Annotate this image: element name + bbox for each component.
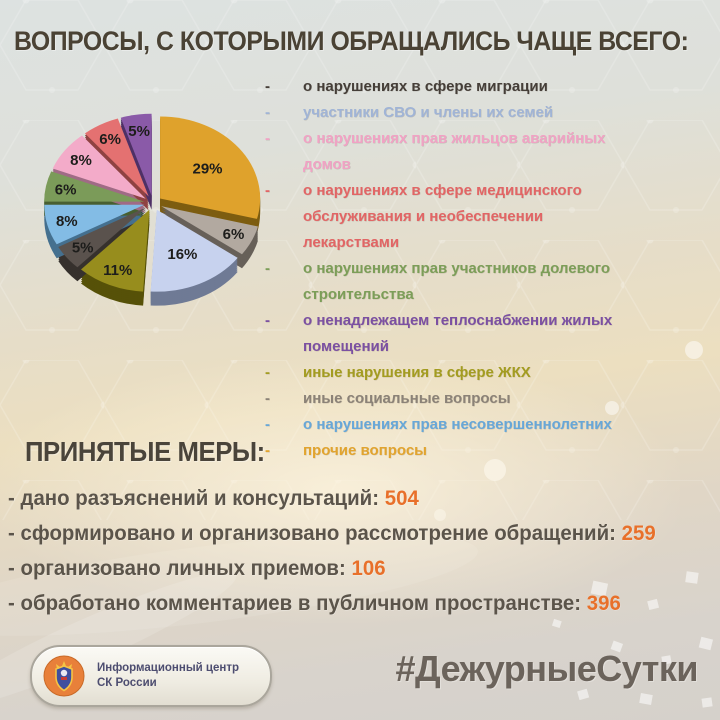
- legend-item-label: о нарушениях в сфере медицинского обслуж…: [303, 182, 582, 251]
- measure-item-label: - организовано личных приемов:: [8, 556, 346, 580]
- logo-badge: Информационный центр СК России: [30, 645, 272, 707]
- measure-item-label: - сформировано и организовано рассмотрен…: [8, 521, 616, 545]
- legend-bullet: -: [265, 416, 270, 433]
- logo-text: Информационный центр СК России: [97, 661, 239, 691]
- legend-item: - прочие вопросы: [265, 438, 665, 464]
- legend-bullet: -: [265, 312, 270, 329]
- legend-item-label: о нарушениях прав несовершеннолетних: [303, 416, 612, 433]
- measure-item-value: 106: [351, 556, 386, 580]
- pie-slice-label: 5%: [72, 240, 94, 257]
- pie-slice: [150, 209, 238, 292]
- pie-slices: [44, 113, 261, 292]
- measure-item-value: 259: [621, 521, 656, 545]
- legend-bullet: -: [265, 390, 270, 407]
- legend-bullet: -: [265, 104, 270, 121]
- pie-slice: [44, 171, 145, 202]
- logo-text-line2: СК России: [97, 677, 157, 689]
- pie-slice: [58, 207, 146, 268]
- pie-chart: 29% 6% 16% 11% 5% 8% 6% 8% 6% 5%: [44, 113, 261, 306]
- pie-slice: [44, 204, 145, 245]
- pie-slice: [161, 206, 258, 255]
- legend-bullet: -: [265, 182, 270, 199]
- legend-item-label: о нарушениях прав участников долевого ст…: [303, 260, 610, 303]
- pie-slice: [52, 135, 146, 199]
- measure-item-value: 504: [384, 486, 419, 510]
- legend-bullet: -: [265, 442, 270, 459]
- legend-item: - о нарушениях прав несовершеннолетних: [265, 412, 665, 438]
- measures-heading: ПРИНЯТЫЕ МЕРЫ:: [25, 436, 265, 467]
- measure-item: - обработано комментариев в публичном пр…: [8, 586, 684, 621]
- legend-item: - о нарушениях прав жильцов аварийных дом…: [265, 126, 665, 178]
- pie-slice-label: 11%: [103, 262, 132, 279]
- measure-item: - сформировано и организовано рассмотрен…: [8, 516, 684, 551]
- pie-slice-label: 6%: [55, 181, 77, 198]
- pie-slice: [84, 118, 149, 197]
- measure-item-value: 396: [586, 591, 621, 615]
- pie-slice-label: 8%: [70, 152, 92, 169]
- legend-item-label: о нарушениях прав жильцов аварийных домо…: [303, 130, 606, 173]
- legend-item: - иные социальные вопросы: [265, 386, 665, 412]
- hashtag: #ДежурныеСутки: [395, 648, 699, 689]
- legend-item: - о нарушениях в сфере медицинского обслу…: [265, 178, 665, 256]
- legend-bullet: -: [265, 260, 270, 277]
- legend-item: - о ненадлежащем теплоснабжении жилых пом…: [265, 308, 665, 360]
- measure-item: - организовано личных приемов: 106: [8, 551, 684, 586]
- logo-text-line1: Информационный центр: [97, 662, 239, 674]
- measure-item-label: - дано разъяснений и консультаций:: [8, 486, 380, 510]
- pie-slice-label: 6%: [223, 226, 245, 243]
- measures-list: - дано разъяснений и консультаций: 504 - с…: [8, 481, 720, 621]
- legend-item-label: о ненадлежащем теплоснабжении жилых поме…: [303, 312, 613, 355]
- page-title: ВОПРОСЫ, С КОТОРЫМИ ОБРАЩАЛИСЬ ЧАЩЕ ВСЕГ…: [14, 26, 689, 56]
- legend-bullet: -: [265, 130, 270, 147]
- legend-item-label: прочие вопросы: [303, 442, 427, 459]
- pie-slice: [160, 116, 261, 219]
- legend-item-label: участники СВО и члены их семей: [303, 104, 554, 121]
- legend-item: - о нарушениях в сфере миграции: [265, 74, 665, 100]
- pie-slice-label: 6%: [99, 131, 121, 148]
- measure-item-label: - обработано комментариев в публичном пр…: [8, 591, 582, 615]
- legend-item: - иные нарушения в сфере ЖКХ: [265, 360, 665, 386]
- legend-list: - о нарушениях в сфере миграции - участники…: [265, 74, 665, 464]
- pie-chart-container: 29% 6% 16% 11% 5% 8% 6% 8% 6% 5%: [15, 88, 335, 338]
- pie-slice: [81, 209, 150, 292]
- pie-labels: 29% 6% 16% 11% 5% 8% 6% 8% 6% 5%: [55, 123, 245, 279]
- legend-item-label: иные социальные вопросы: [303, 390, 511, 407]
- pie-slice-label: 16%: [167, 246, 197, 263]
- pie-slice-label: 29%: [192, 160, 222, 177]
- legend-item: - о нарушениях прав участников долевого с…: [265, 256, 665, 308]
- pie-slice-label: 5%: [128, 123, 150, 140]
- legend-bullet: -: [265, 78, 270, 95]
- investigative-committee-emblem-icon: [43, 655, 85, 697]
- legend-item-label: о нарушениях в сфере миграции: [303, 78, 548, 95]
- legend-bullet: -: [265, 364, 270, 381]
- legend-item-label: иные нарушения в сфере ЖКХ: [303, 364, 531, 381]
- legend-item: - участники СВО и члены их семей: [265, 100, 665, 126]
- pie-slice-label: 8%: [56, 213, 78, 230]
- measure-item: - дано разъяснений и консультаций: 504: [8, 481, 684, 516]
- pie-slice: [120, 113, 152, 196]
